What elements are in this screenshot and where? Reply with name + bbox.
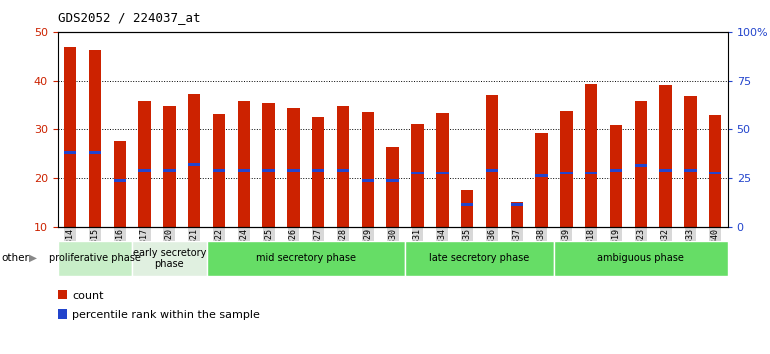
Bar	[486, 95, 498, 227]
Bar	[436, 172, 448, 175]
Bar	[634, 101, 647, 227]
Bar	[287, 169, 300, 172]
Text: other: other	[2, 253, 29, 263]
Bar	[436, 113, 448, 227]
Bar	[114, 179, 126, 182]
Bar	[709, 115, 721, 227]
Text: count: count	[72, 291, 104, 301]
Bar	[139, 101, 151, 227]
Text: late secretory phase: late secretory phase	[430, 253, 530, 263]
Bar	[405, 241, 554, 276]
Bar	[58, 241, 132, 276]
Bar	[287, 108, 300, 227]
Bar	[461, 203, 474, 206]
Bar	[411, 172, 424, 175]
Bar	[535, 174, 547, 177]
Bar	[709, 172, 721, 175]
Bar	[188, 163, 200, 166]
Bar	[238, 169, 250, 172]
Bar	[188, 94, 200, 227]
Bar	[634, 164, 647, 167]
Bar	[610, 125, 622, 227]
Bar	[206, 241, 405, 276]
Bar	[89, 50, 101, 227]
Bar	[312, 117, 324, 227]
Bar	[535, 133, 547, 227]
Bar	[337, 106, 350, 227]
Text: ambiguous phase: ambiguous phase	[598, 253, 685, 263]
Bar	[685, 96, 697, 227]
Bar	[387, 147, 399, 227]
Bar	[486, 169, 498, 172]
Bar	[132, 241, 206, 276]
Bar	[659, 169, 671, 172]
Bar	[238, 101, 250, 227]
Bar	[387, 179, 399, 182]
Text: GDS2052 / 224037_at: GDS2052 / 224037_at	[58, 11, 200, 24]
Bar	[560, 172, 573, 175]
Bar	[585, 84, 598, 227]
Bar	[263, 169, 275, 172]
Bar	[213, 114, 226, 227]
Bar	[659, 85, 671, 227]
Bar	[213, 169, 226, 172]
Bar	[263, 103, 275, 227]
Bar	[511, 203, 523, 206]
Bar	[560, 111, 573, 227]
Bar	[362, 112, 374, 227]
Text: proliferative phase: proliferative phase	[49, 253, 141, 263]
Bar	[89, 151, 101, 154]
Bar	[554, 241, 728, 276]
Bar	[64, 47, 76, 227]
Bar	[312, 169, 324, 172]
Bar	[461, 190, 474, 227]
Bar	[411, 124, 424, 227]
Bar	[362, 179, 374, 182]
Text: percentile rank within the sample: percentile rank within the sample	[72, 310, 260, 320]
Bar	[337, 169, 350, 172]
Bar	[114, 141, 126, 227]
Bar	[163, 169, 176, 172]
Text: early secretory
phase: early secretory phase	[132, 247, 206, 269]
Text: mid secretory phase: mid secretory phase	[256, 253, 356, 263]
Bar	[585, 172, 598, 175]
Bar	[610, 169, 622, 172]
Bar	[685, 169, 697, 172]
Bar	[139, 169, 151, 172]
Text: ▶: ▶	[29, 253, 37, 263]
Bar	[163, 106, 176, 227]
Bar	[511, 202, 523, 227]
Bar	[64, 151, 76, 154]
